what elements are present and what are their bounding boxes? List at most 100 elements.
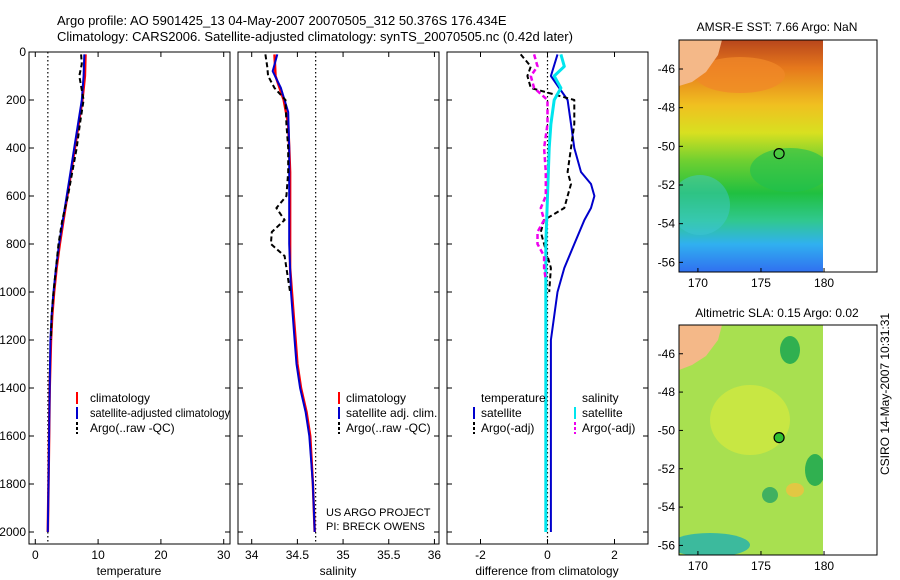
sst-map-ytick-label: -56 <box>658 255 676 269</box>
sst-cyan-patch <box>679 175 730 235</box>
difference-legend: temperature salinity satellite Argo(-adj… <box>473 391 635 435</box>
salinity-xtick-label: 34 <box>245 548 259 562</box>
sla-map-xtick-label: 175 <box>751 559 771 573</box>
temperature-ytick-label: 0 <box>19 45 26 59</box>
sst-map-ytick-label: -48 <box>658 101 676 115</box>
difference-xlabel: difference from climatology <box>475 564 618 578</box>
sst-map <box>678 39 878 273</box>
legend-item-temp-argo: Argo(-adj) <box>481 421 534 435</box>
legend-item-sal-satellite: satellite <box>582 406 623 420</box>
figure-title-line2: Climatology: CARS2006. Satellite-adjuste… <box>57 29 573 44</box>
sla-argo-marker <box>773 432 785 444</box>
temperature-ytick-label: 400 <box>6 141 26 155</box>
sst-argo-marker <box>773 148 785 160</box>
salinity-xtick-label: 36 <box>428 548 442 562</box>
temperature-axes <box>28 51 231 545</box>
difference-series-3 <box>529 54 549 281</box>
temperature-ytick-label: 2000 <box>0 525 26 539</box>
sla-map-ytick-label: -50 <box>658 423 676 437</box>
temperature-ytick-label: 1800 <box>0 477 26 491</box>
sla-map-ytick-label: -48 <box>658 385 676 399</box>
sla-map-ticks: 170 175 180 -46 -48 -50 -52 -54 -56 <box>658 347 835 573</box>
sla-map-xtick-label: 170 <box>688 559 708 573</box>
sst-map-ytick-label: -54 <box>658 217 676 231</box>
legend-title-salinity: salinity <box>582 391 619 405</box>
salinity-series-0 <box>273 54 316 533</box>
sst-map-blank <box>823 40 877 272</box>
sst-map-ticks: 170 175 180 -46 -48 -50 -52 -54 -56 <box>658 62 835 290</box>
sla-map-ytick-label: -46 <box>658 347 676 361</box>
figure-title-line1: Argo profile: AO 5901425_13 04-May-2007 … <box>57 13 507 28</box>
temperature-ytick-label: 1000 <box>0 285 26 299</box>
temperature-ytick-label: 800 <box>6 237 26 251</box>
sst-map-ytick-label: -50 <box>658 139 676 153</box>
legend-item-satellite: satellite adj. clim. <box>346 406 437 420</box>
legend-item-sal-argo: Argo(-adj) <box>582 421 635 435</box>
difference-xtick-label: 2 <box>611 548 618 562</box>
sst-land <box>679 40 722 86</box>
temperature-ytick-label: 1200 <box>0 333 26 347</box>
salinity-xtick-label: 34.5 <box>286 548 310 562</box>
csiro-timestamp: CSIRO 14-May-2007 10:31:31 <box>878 313 892 475</box>
temperature-ytick-label: 200 <box>6 93 26 107</box>
sla-land <box>679 325 722 370</box>
temperature-ytick-label: 1400 <box>0 381 26 395</box>
legend-item-temp-satellite: satellite <box>481 406 522 420</box>
sst-warm-patch <box>695 57 785 93</box>
sst-map-xtick-label: 170 <box>688 276 708 290</box>
sla-green-patch-1 <box>780 336 800 364</box>
pi-credit: PI: BRECK OWENS <box>326 521 425 533</box>
temperature-legend: climatology satellite-adjusted climatolo… <box>76 391 230 435</box>
sst-map-ytick-label: -52 <box>658 178 676 192</box>
difference-plot: -2 0 2 <box>447 51 648 562</box>
temperature-series-2 <box>50 54 85 341</box>
difference-series-0 <box>549 54 596 532</box>
temperature-xlabel: temperature <box>97 564 162 578</box>
sla-yellow-patch <box>710 385 790 455</box>
sla-orange-patch <box>786 483 804 497</box>
temperature-ytick-label: 1600 <box>0 429 26 443</box>
salinity-xlabel: salinity <box>320 564 357 578</box>
sla-map-ytick-label: -52 <box>658 462 676 476</box>
temperature-xtick-label: 30 <box>217 548 231 562</box>
difference-xtick-label: -2 <box>475 548 486 562</box>
sla-green-patch-3 <box>762 487 778 503</box>
sst-map-xtick-label: 175 <box>751 276 771 290</box>
sla-map-xtick-label: 180 <box>814 559 834 573</box>
salinity-plot: 34 34.5 35 35.5 36 <box>238 51 442 562</box>
sst-map-xtick-label: 180 <box>814 276 834 290</box>
sla-green-patch-2 <box>805 454 823 486</box>
salinity-series-1 <box>271 54 316 533</box>
temperature-plot: 0 10 20 30 0 200 400 600 800 1000 1200 1400 1600 1800… <box>0 45 231 562</box>
temperature-xtick-label: 20 <box>154 548 168 562</box>
sla-cyan-patch <box>679 533 750 555</box>
sst-green-patch <box>750 148 823 192</box>
sla-map-ytick-label: -56 <box>658 538 676 552</box>
legend-item-satellite: satellite-adjusted climatology <box>90 406 230 420</box>
sst-map-ytick-label: -46 <box>658 62 676 76</box>
temperature-ytick-label: 600 <box>6 189 26 203</box>
difference-xtick-label: 0 <box>544 548 551 562</box>
temperature-xtick-label: 10 <box>91 548 105 562</box>
difference-series-2 <box>544 53 566 532</box>
temperature-xtick-label: 0 <box>32 548 39 562</box>
sla-map-blank <box>823 325 877 555</box>
difference-series-1 <box>519 53 576 293</box>
legend-item-climatology: climatology <box>346 391 406 405</box>
sla-map-title: Altimetric SLA: 0.15 Argo: 0.02 <box>695 306 859 320</box>
sla-map <box>678 324 878 556</box>
legend-title-temperature: temperature <box>481 391 546 405</box>
project-credit: US ARGO PROJECT <box>326 507 431 519</box>
legend-item-argo: Argo(..raw -QC) <box>346 421 431 435</box>
legend-item-argo: Argo(..raw -QC) <box>90 421 175 435</box>
sst-map-frame <box>678 39 878 273</box>
salinity-axes <box>237 51 440 545</box>
sla-map-frame <box>678 324 878 556</box>
salinity-xtick-label: 35 <box>336 548 350 562</box>
legend-item-climatology: climatology <box>90 391 150 405</box>
sst-map-title: AMSR-E SST: 7.66 Argo: NaN <box>697 20 858 34</box>
sla-map-ytick-label: -54 <box>658 500 676 514</box>
salinity-xtick-label: 35.5 <box>377 548 401 562</box>
salinity-series-2 <box>264 54 292 293</box>
